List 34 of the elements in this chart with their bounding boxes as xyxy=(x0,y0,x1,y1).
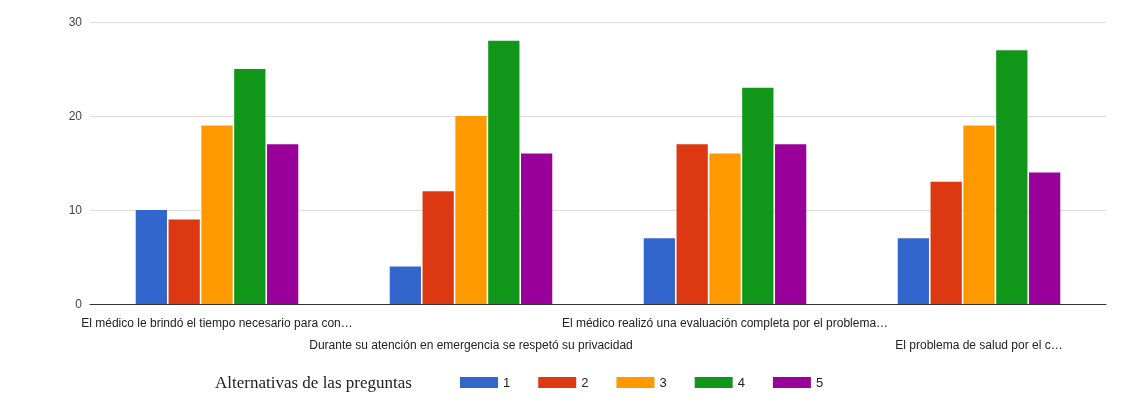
legend-label: 2 xyxy=(581,375,589,390)
y-tick-label: 10 xyxy=(68,203,83,217)
x-tick-label: El médico le brindó el tiempo necesario para con… xyxy=(81,316,353,330)
legend-label: 5 xyxy=(815,375,824,390)
bar xyxy=(267,144,299,304)
bar xyxy=(709,153,741,304)
y-tick-label: 0 xyxy=(75,297,83,311)
y-tick-label: 30 xyxy=(68,15,83,29)
bar xyxy=(455,116,487,304)
y-tick-label: 20 xyxy=(68,109,83,123)
bar xyxy=(168,219,200,304)
x-tick-label: El médico realizó una evaluación completa por el problema… xyxy=(561,316,889,330)
bar xyxy=(963,125,995,304)
legend-label: 1 xyxy=(503,375,511,390)
bar xyxy=(1029,172,1061,304)
bar xyxy=(676,144,708,304)
bar xyxy=(996,50,1028,304)
bar xyxy=(488,40,520,304)
x-tick-label: El problema de salud por el c… xyxy=(895,338,1063,352)
bar xyxy=(521,153,553,304)
legend-label: 3 xyxy=(659,375,667,390)
bar xyxy=(135,210,167,304)
bar xyxy=(389,266,421,304)
x-tick-label: Durante su atención en emergencia se respetó su privacidad xyxy=(309,338,633,352)
legend-title: Alternativas de las preguntas xyxy=(215,373,412,392)
bar xyxy=(897,238,929,304)
bar xyxy=(201,125,233,304)
bar xyxy=(422,191,454,304)
bar xyxy=(930,181,962,304)
bar xyxy=(643,238,675,304)
bar xyxy=(742,87,774,304)
bar xyxy=(234,69,266,304)
bar xyxy=(775,144,807,304)
legend-label: 4 xyxy=(737,375,745,390)
